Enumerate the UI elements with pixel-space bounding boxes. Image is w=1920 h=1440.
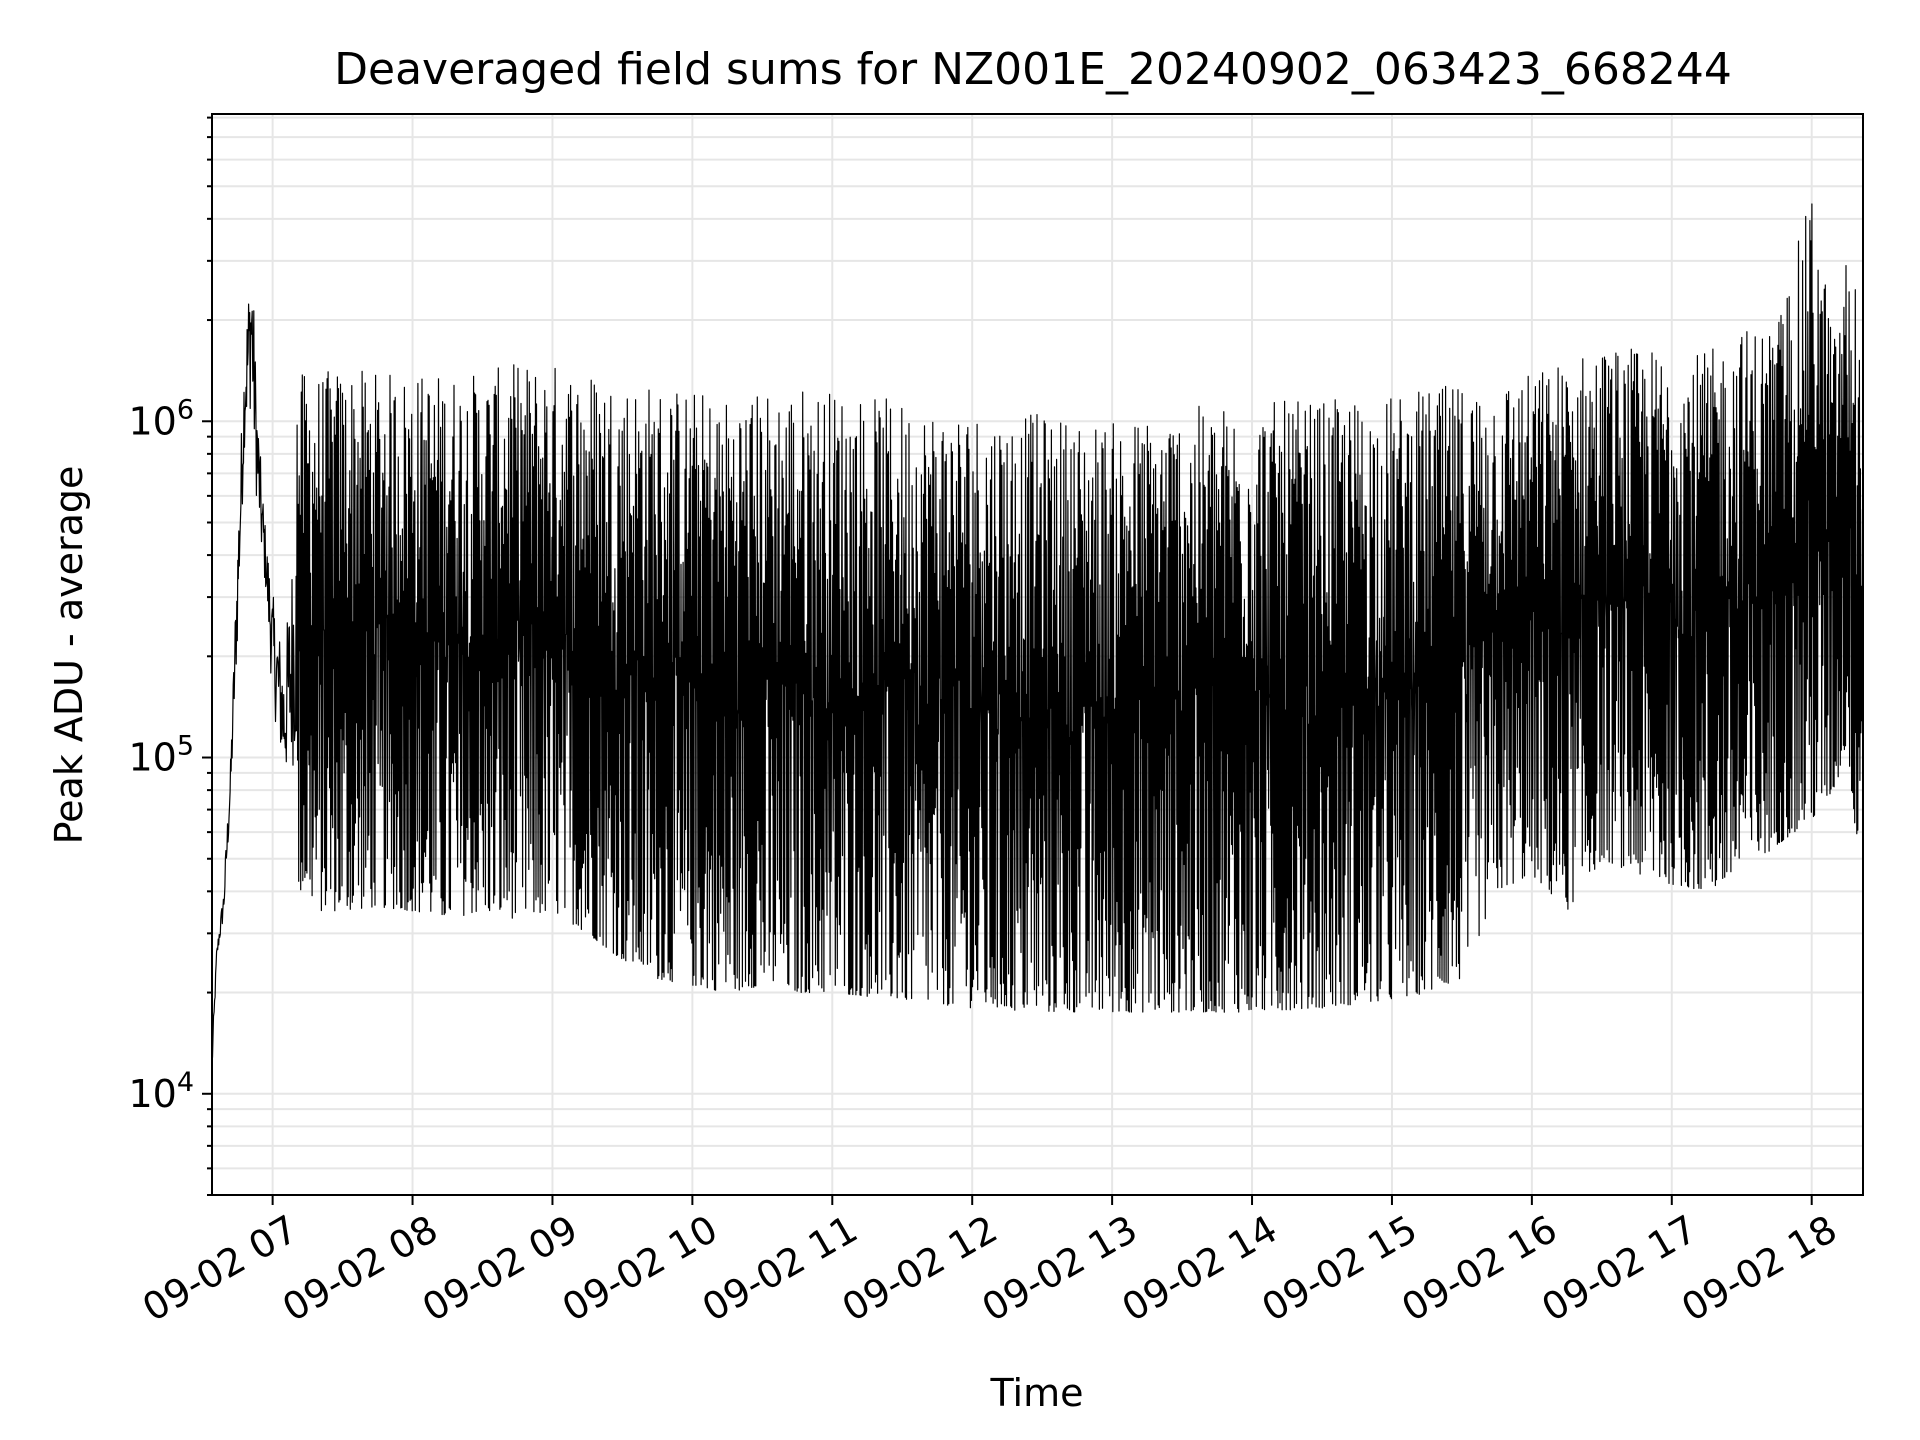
x-axis-label: Time [990,1371,1084,1415]
y-tick-label: 105 [128,731,194,780]
y-axis: 104 105 106 [128,116,212,1196]
y-tick-label: 104 [128,1067,194,1116]
axes-frame [211,113,1864,1196]
y-tick-label: 106 [128,394,194,443]
series-line [211,203,1864,1060]
y-axis-label: Peak ADU - average [47,466,91,845]
plot-area [211,203,1864,1060]
chart-title: Deaveraged field sums for NZ001E_2024090… [334,44,1732,95]
